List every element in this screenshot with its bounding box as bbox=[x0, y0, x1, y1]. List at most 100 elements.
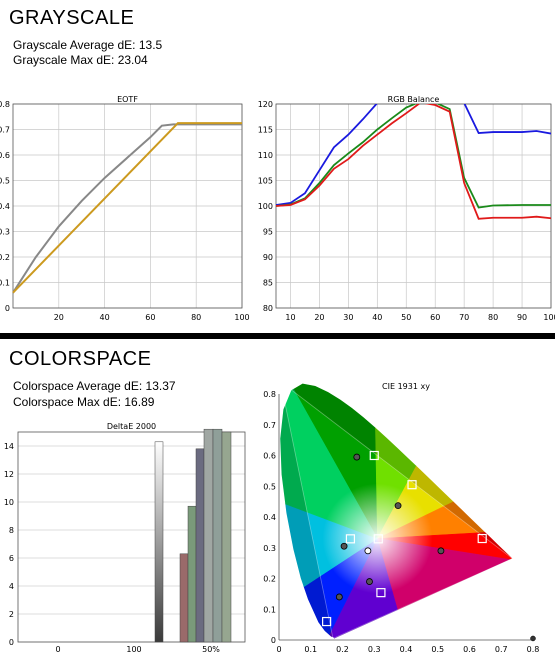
cie-xtick-label: 0.1 bbox=[304, 645, 317, 654]
cie-ytick-label: 0.6 bbox=[263, 452, 276, 461]
rgb-ytick-label: 90 bbox=[263, 253, 273, 262]
cie-measured-point bbox=[364, 547, 372, 555]
rgb-xtick-label: 20 bbox=[314, 313, 324, 322]
cie-measured-point bbox=[353, 453, 361, 461]
cie-ytick-label: 0.4 bbox=[263, 513, 276, 522]
eotf-xtick-label: 100 bbox=[234, 313, 249, 322]
cie-ytick-label: 0.2 bbox=[263, 575, 276, 584]
colorspace-max-de: Colorspace Max dE: 16.89 bbox=[13, 395, 155, 409]
cie-xtick-label: 0.3 bbox=[368, 645, 381, 654]
rgb-xtick-label: 90 bbox=[517, 313, 527, 322]
grayscale-max-de: Grayscale Max dE: 23.04 bbox=[13, 53, 148, 67]
eotf-ytick-label: 0.1 bbox=[0, 279, 10, 288]
eotf-chart: EOTF 0 0.1 0.2 0.3 0.4 0.5 0.6 0.7 0.8 20 40 60 80 100 bbox=[0, 95, 250, 322]
eotf-ytick-label: 0 bbox=[5, 304, 10, 313]
cie-title: CIE 1931 xy bbox=[382, 382, 430, 391]
section-divider bbox=[0, 333, 555, 339]
eotf-ytick-label: 0.4 bbox=[0, 202, 10, 211]
cie-color-gamut-fill bbox=[280, 383, 513, 639]
cie-outside-gamut-shade bbox=[280, 383, 513, 639]
rgb-ytick-label: 95 bbox=[263, 228, 273, 237]
cie-measured-point bbox=[340, 542, 348, 550]
cie-target-marker bbox=[322, 616, 332, 627]
eotf-ytick-label: 0.5 bbox=[0, 177, 10, 186]
deltae-bar bbox=[154, 441, 164, 643]
deltae-ytick-label: 4 bbox=[9, 582, 14, 591]
deltae-bar bbox=[221, 431, 232, 643]
rgb-series-line-green bbox=[276, 104, 551, 209]
cie-xtick-label: 0.8 bbox=[527, 645, 540, 654]
rgb-series-line-blue bbox=[276, 104, 551, 206]
rgb-xtick-label: 40 bbox=[372, 313, 382, 322]
cie-target-marker bbox=[477, 533, 487, 544]
cie-ytick-label: 0.3 bbox=[263, 544, 276, 553]
cie-measured-point bbox=[437, 547, 445, 555]
deltae-plot-frame bbox=[17, 431, 246, 643]
rgb-ytick-label: 110 bbox=[258, 151, 273, 160]
deltae-bar bbox=[179, 553, 189, 643]
colorspace-title: COLORSPACE bbox=[9, 348, 152, 370]
cie-1931-chart: CIE 1931 xy 0 0.1 0.2 0.3 0.4 0.5 0.6 0.7 0.8 0 0.1… bbox=[263, 380, 540, 654]
eotf-ytick-label: 0.8 bbox=[0, 100, 10, 109]
rgb-xtick-label: 100 bbox=[543, 313, 555, 322]
eotf-title: EOTF bbox=[117, 95, 138, 104]
cie-target-marker bbox=[376, 588, 386, 598]
rgb-title: RGB Balance bbox=[388, 95, 440, 104]
deltae-ytick-label: 6 bbox=[9, 554, 14, 563]
cie-xtick-label: 0.7 bbox=[495, 645, 508, 654]
deltae-bar bbox=[195, 448, 205, 643]
eotf-plot-frame bbox=[12, 103, 243, 309]
deltae-ytick-label: 14 bbox=[4, 442, 14, 451]
cie-xtick-label: 0 bbox=[276, 645, 281, 654]
rgb-xtick-label: 60 bbox=[430, 313, 440, 322]
cie-gamut-triangle bbox=[279, 380, 514, 640]
eotf-ytick-label: 0.2 bbox=[0, 253, 10, 262]
cie-xtick-label: 0.4 bbox=[400, 645, 413, 654]
cie-target-marker bbox=[345, 534, 356, 544]
rgb-xtick-label: 10 bbox=[285, 313, 295, 322]
deltae-bar bbox=[203, 428, 214, 643]
rgb-ytick-label: 115 bbox=[258, 126, 273, 135]
rgb-ytick-label: 105 bbox=[258, 177, 273, 186]
eotf-ytick-label: 0.7 bbox=[0, 126, 10, 135]
deltae-xtick-label: 0 bbox=[55, 645, 60, 654]
deltae-2000-chart: DeltaE 2000 0 2 4 6 8 10 12 14 0 100 50% bbox=[4, 422, 246, 654]
cie-ytick-label: 0.5 bbox=[263, 482, 276, 491]
cie-xtick-label: 0.2 bbox=[336, 645, 349, 654]
cie-ytick-label: 0 bbox=[271, 636, 276, 645]
cie-xtick-label: 0.6 bbox=[463, 645, 476, 654]
deltae-bar bbox=[187, 505, 197, 643]
cie-measured-point bbox=[366, 578, 373, 585]
eotf-xtick-label: 40 bbox=[100, 313, 110, 322]
eotf-xtick-label: 80 bbox=[191, 313, 201, 322]
grayscale-average-de: Grayscale Average dE: 13.5 bbox=[13, 38, 163, 52]
rgb-xtick-label: 80 bbox=[488, 313, 498, 322]
eotf-ytick-label: 0.6 bbox=[0, 151, 10, 160]
rgb-xtick-label: 70 bbox=[459, 313, 469, 322]
deltae-ytick-label: 2 bbox=[9, 610, 14, 619]
rgb-xtick-label: 30 bbox=[343, 313, 353, 322]
rgb-ytick-label: 80 bbox=[263, 304, 273, 313]
cie-ytick-label: 0.8 bbox=[263, 390, 276, 399]
deltae-xtick-label: 50% bbox=[202, 645, 220, 654]
deltae-xtick-label: 100 bbox=[126, 645, 141, 654]
cie-target-marker bbox=[369, 450, 379, 461]
rgb-series-line-red bbox=[276, 104, 551, 220]
rgb-balance-chart: RGB Balance 80 85 90 95 100 105 110 115 120 10 20 30… bbox=[258, 95, 555, 322]
cie-target-marker bbox=[373, 534, 383, 544]
eotf-series-line-1 bbox=[12, 123, 242, 294]
deltae-bar bbox=[212, 428, 223, 643]
deltae-ytick-label: 10 bbox=[4, 498, 14, 507]
cie-xtick-label: 0.5 bbox=[431, 645, 444, 654]
colorspace-average-de: Colorspace Average dE: 13.37 bbox=[13, 379, 176, 393]
deltae-ytick-label: 8 bbox=[9, 526, 14, 535]
rgb-ytick-label: 85 bbox=[263, 279, 273, 288]
cie-ytick-label: 0.1 bbox=[263, 605, 276, 614]
grayscale-title: GRAYSCALE bbox=[9, 7, 135, 29]
cie-ytick-label: 0.7 bbox=[263, 421, 276, 430]
cie-target-marker bbox=[407, 480, 417, 490]
rgb-ytick-label: 120 bbox=[258, 100, 273, 109]
eotf-series-line-2 bbox=[12, 122, 242, 294]
cie-measured-point bbox=[335, 593, 343, 601]
eotf-xtick-label: 60 bbox=[145, 313, 155, 322]
